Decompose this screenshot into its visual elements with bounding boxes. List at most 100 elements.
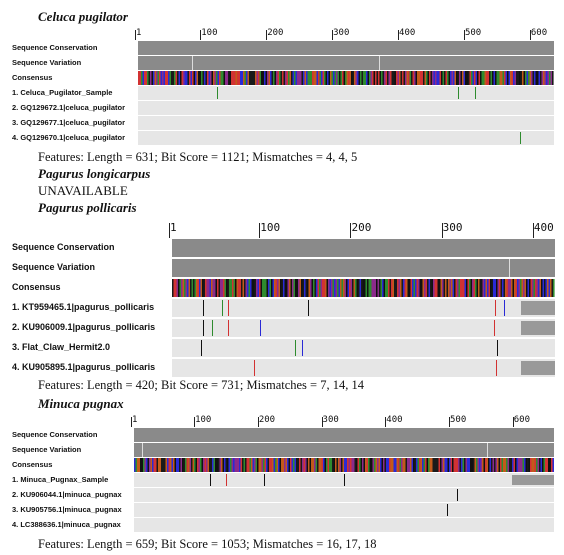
ruler-tick-label: 100 (195, 415, 212, 425)
ruler-tick-mark (398, 30, 400, 40)
sequence-track (138, 86, 554, 100)
sequence-label: 4. GQ129670.1|celuca_pugilator (12, 133, 125, 143)
variation-label: Sequence Variation (12, 58, 82, 68)
ruler-tick-label: 500 (450, 415, 467, 425)
variation-break (379, 56, 381, 70)
ruler-tick-label: 200 (267, 28, 284, 38)
ruler-tick-mark (200, 30, 202, 40)
mismatch-mark (495, 300, 497, 316)
mismatch-mark (493, 320, 495, 336)
sequence-track (172, 359, 555, 377)
unaligned-end (520, 321, 555, 335)
mismatch-mark (254, 360, 256, 376)
ruler-tick-label: 400 (386, 415, 403, 425)
ruler-tick-mark (441, 223, 443, 238)
consensus-label: Consensus (12, 73, 53, 83)
ruler-tick-mark (449, 417, 451, 427)
sequence-track (138, 131, 554, 145)
mismatch-mark (217, 87, 219, 99)
species-title-celuca: Celuca pugilator (38, 9, 128, 24)
consensus-track (134, 458, 554, 472)
mismatch-mark (520, 132, 522, 144)
ruler-tick-mark (135, 30, 136, 40)
ruler-tick-label: 300 (322, 415, 339, 425)
ruler-tick-mark (266, 30, 268, 40)
mismatch-mark (496, 340, 498, 356)
mismatch-mark (504, 300, 506, 316)
sequence-label: 2. KU906044.1|minuca_pugnax (12, 490, 122, 500)
sequence-track (172, 319, 555, 337)
mismatch-mark (491, 474, 492, 486)
sequence-label: 1. Celuca_Pugilator_Sample (12, 88, 113, 98)
ruler-tick-mark (532, 223, 534, 238)
consensus-track (172, 279, 555, 297)
variation-break (509, 259, 511, 277)
features-celuca: Features: Length = 631; Bit Score = 1121… (38, 150, 358, 164)
sequence-label: 1. Minuca_Pugnax_Sample (12, 475, 109, 485)
variation-label: Sequence Variation (12, 262, 96, 273)
sequence-track (134, 488, 554, 502)
ruler-tick-label: 300 (442, 221, 463, 234)
alignment-panel-pollicaris: 1 100 200 300 400 Sequence Conservation Sequen… (10, 221, 558, 377)
mismatch-mark (260, 320, 262, 336)
mismatch-mark (136, 504, 137, 516)
variation-track (172, 259, 555, 277)
variation-track (138, 56, 554, 70)
mismatch-mark (202, 320, 204, 336)
sequence-label: 3. Flat_Claw_Hermit2.0 (12, 342, 111, 353)
ruler-tick-mark (512, 417, 514, 427)
mismatch-mark (294, 340, 296, 356)
mismatch-mark (227, 300, 229, 316)
ruler-tick-label: 1 (170, 221, 177, 234)
mismatch-mark (474, 87, 476, 99)
conservation-track (134, 428, 554, 442)
species-title-pagurus-longicarpus: Pagurus longicarpus (38, 166, 151, 181)
mismatch-mark (221, 300, 223, 316)
mismatch-mark (446, 504, 448, 516)
species-title-pagurus-pollicaris: Pagurus pollicaris (38, 200, 137, 215)
conservation-label: Sequence Conservation (12, 430, 98, 440)
mismatch-mark (344, 474, 345, 486)
mismatch-mark (202, 300, 204, 316)
consensus-track (138, 71, 554, 85)
ruler-tick-mark (194, 417, 196, 427)
sequence-label: 3. GQ129677.1|celuca_pugilator (12, 118, 125, 128)
ruler-tick-mark (321, 417, 323, 427)
mismatch-mark (212, 320, 214, 336)
ruler-tick-mark (350, 223, 352, 238)
variation-break (142, 443, 144, 457)
ruler-tick-label: 200 (351, 221, 372, 234)
status-unavailable: UNAVAILABLE (38, 183, 128, 198)
ruler-tick-label: 1 (136, 28, 142, 38)
unaligned-end (512, 475, 554, 485)
features-pollicaris: Features: Length = 420; Bit Score = 731;… (38, 378, 364, 392)
variation-label: Sequence Variation (12, 445, 82, 455)
variation-track (134, 443, 554, 457)
consensus-label: Consensus (12, 282, 61, 293)
sequence-label: 2. GQ129672.1|celuca_pugilator (12, 103, 125, 113)
ruler-tick-label: 1 (132, 415, 138, 425)
conservation-label: Sequence Conservation (12, 43, 98, 53)
mismatch-mark (209, 474, 211, 486)
sequence-track (134, 503, 554, 517)
unaligned-end (520, 361, 555, 375)
ruler-tick-label: 100 (201, 28, 218, 38)
ruler-tick-mark (463, 30, 465, 40)
consensus-label: Consensus (12, 460, 53, 470)
ruler-tick-mark (259, 223, 261, 238)
sequence-label: 1. KT959465.1|pagurus_pollicaris (12, 302, 155, 313)
sequence-label: 3. KU905756.1|minuca_pugnax (12, 505, 122, 515)
mismatch-mark (243, 489, 244, 501)
features-minuca: Features: Length = 659; Bit Score = 1053… (38, 537, 377, 551)
ruler-tick-label: 200 (258, 415, 276, 425)
conservation-track (172, 239, 555, 257)
variation-break (486, 443, 488, 457)
ruler-tick-mark (529, 30, 531, 40)
sequence-track (172, 339, 555, 357)
unaligned-end (520, 301, 555, 315)
ruler-tick-label: 600 (530, 28, 548, 38)
mismatch-mark (302, 340, 304, 356)
ruler-tick-label: 600 (513, 415, 531, 425)
sequence-track (134, 518, 554, 532)
ruler-tick-label: 400 (533, 221, 554, 234)
